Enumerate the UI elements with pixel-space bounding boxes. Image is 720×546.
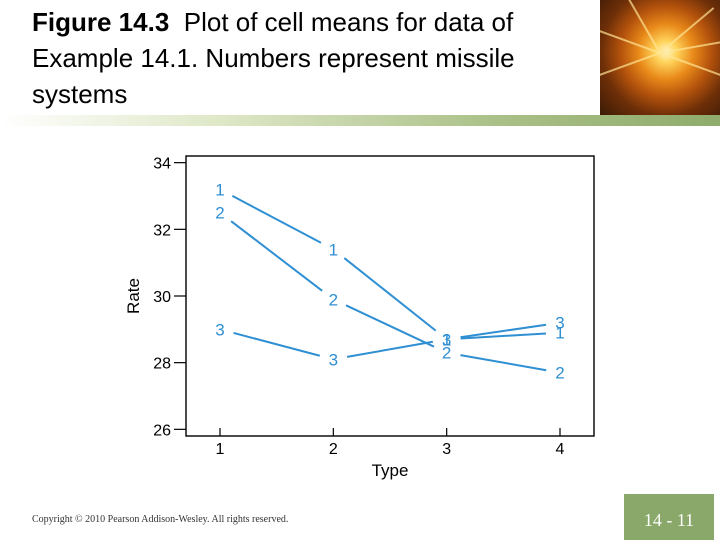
series-3-marker: 3 xyxy=(329,350,338,369)
header-decorative-image xyxy=(600,0,720,115)
series-3-marker: 3 xyxy=(442,330,451,349)
series-1-segment xyxy=(343,257,437,332)
figure-label: Figure 14.3 xyxy=(32,7,170,37)
series-3-marker: 3 xyxy=(555,314,564,333)
x-tick-label: 2 xyxy=(329,441,338,458)
series-2-segment xyxy=(460,354,547,372)
figure-caption: Plot of cell means for data of Example 1… xyxy=(32,7,515,109)
series-2-marker: 2 xyxy=(555,364,564,383)
series-1-marker: 1 xyxy=(555,324,564,343)
series-1-segment xyxy=(231,194,322,244)
y-tick-label: 32 xyxy=(153,222,171,239)
series-2-segment xyxy=(345,304,435,348)
x-tick-label: 4 xyxy=(556,441,565,458)
series-1-marker: 1 xyxy=(329,240,338,259)
series-3-marker: 3 xyxy=(215,320,224,339)
series-2-segment xyxy=(230,220,323,292)
series-3-segment xyxy=(460,323,547,339)
x-axis: 1 2 3 4 xyxy=(216,428,565,458)
y-tick-label: 30 xyxy=(153,289,171,306)
series-3-segment xyxy=(233,331,321,357)
series-1-marker: 1 xyxy=(442,330,451,349)
x-tick-label: 1 xyxy=(216,441,225,458)
series-1-segment xyxy=(460,332,547,340)
y-axis: 26 28 30 32 34 xyxy=(153,156,186,439)
series-2-marker: 2 xyxy=(329,290,338,309)
y-tick-label: 26 xyxy=(153,422,171,439)
copyright-notice: Copyright © 2010 Pearson Addison-Wesley.… xyxy=(32,514,289,525)
series-1-marker: 1 xyxy=(215,180,224,199)
x-axis-label: Type xyxy=(372,461,409,480)
series-lines xyxy=(230,194,547,372)
series-3-segment xyxy=(346,340,434,358)
series-2-marker: 2 xyxy=(442,344,451,363)
slide-title: Figure 14.3 Plot of cell means for data … xyxy=(32,4,592,112)
x-tick-label: 3 xyxy=(442,441,451,458)
plot-frame xyxy=(185,155,595,437)
y-tick-label: 34 xyxy=(153,156,171,173)
header-accent-bar xyxy=(0,115,720,126)
series-2-marker: 2 xyxy=(215,204,224,223)
y-axis-label: Rate xyxy=(124,278,143,314)
y-tick-label: 28 xyxy=(153,356,171,373)
slide-number: 14 - 11 xyxy=(624,494,714,540)
